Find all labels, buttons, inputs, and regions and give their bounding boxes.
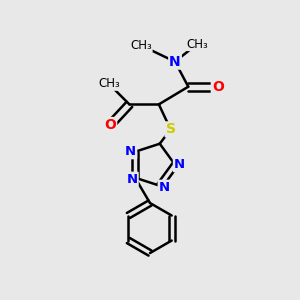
Text: O: O bbox=[212, 80, 224, 94]
Text: N: N bbox=[127, 173, 138, 186]
Text: CH₃: CH₃ bbox=[130, 39, 152, 52]
Text: N: N bbox=[125, 145, 136, 158]
Text: N: N bbox=[174, 158, 185, 171]
Text: N: N bbox=[169, 55, 181, 69]
Text: O: O bbox=[104, 118, 116, 132]
Text: S: S bbox=[166, 122, 176, 136]
Text: CH₃: CH₃ bbox=[186, 38, 208, 50]
Text: CH₃: CH₃ bbox=[98, 77, 120, 90]
Text: N: N bbox=[159, 181, 170, 194]
